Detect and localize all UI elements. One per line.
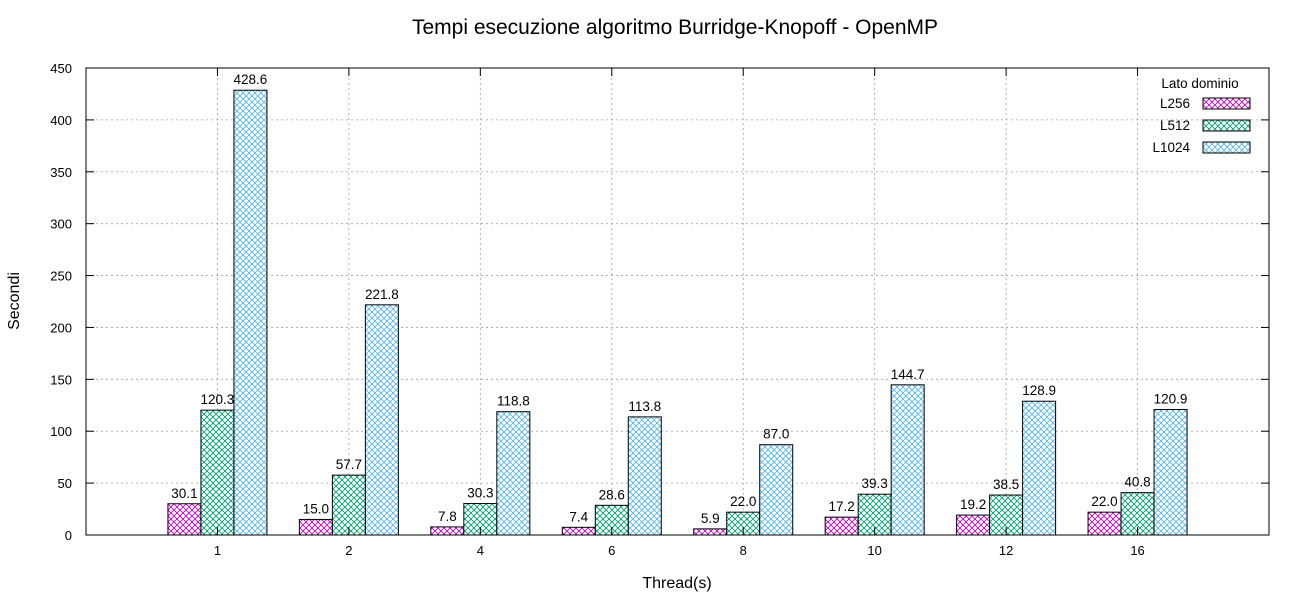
data-labels: 30.1 15.0 7.8 7.4 5.9 17.2 19.2 22.0 120.3 57.7 30… bbox=[171, 72, 1187, 526]
data-label: 38.5 bbox=[993, 477, 1019, 492]
plot-frame bbox=[85, 67, 1270, 536]
data-label: 39.3 bbox=[862, 476, 888, 491]
x-tick-label: 2 bbox=[345, 543, 352, 558]
data-label: 144.7 bbox=[891, 367, 925, 382]
data-label: 15.0 bbox=[303, 501, 329, 516]
data-label: 57.7 bbox=[336, 457, 362, 472]
bar-L256-4 bbox=[430, 526, 465, 536]
bar-L1024-2 bbox=[364, 304, 399, 536]
bar-L1024-6 bbox=[627, 416, 662, 536]
bar-L1024-4 bbox=[496, 411, 531, 536]
bar-L512-1 bbox=[200, 409, 235, 536]
data-label: 7.4 bbox=[569, 509, 588, 524]
y-tick-label: 100 bbox=[50, 424, 72, 439]
y-tick-label: 0 bbox=[65, 528, 72, 543]
legend-swatch-L512 bbox=[1202, 119, 1251, 132]
y-tick-label: 150 bbox=[50, 372, 72, 387]
x-tick-label: 16 bbox=[1130, 543, 1144, 558]
bar-L512-2 bbox=[331, 474, 366, 536]
data-label: 120.9 bbox=[1154, 392, 1188, 407]
data-label: 5.9 bbox=[701, 511, 720, 526]
y-tick-label: 350 bbox=[50, 165, 72, 180]
bar-L1024-12 bbox=[1022, 400, 1057, 536]
legend-swatch-L256 bbox=[1202, 97, 1251, 110]
data-label: 30.1 bbox=[171, 486, 197, 501]
bar-L1024-10 bbox=[890, 384, 925, 536]
x-tick-label: 6 bbox=[608, 543, 615, 558]
y-tick-label: 250 bbox=[50, 269, 72, 284]
data-label: 428.6 bbox=[234, 72, 268, 87]
y-tick-label: 400 bbox=[50, 113, 72, 128]
data-label: 17.2 bbox=[829, 499, 855, 514]
y-axis-label: Secondi bbox=[6, 272, 23, 330]
bar-L256-16 bbox=[1087, 511, 1122, 536]
data-label: 221.8 bbox=[365, 287, 399, 302]
bar-L1024-1 bbox=[233, 89, 268, 536]
legend-label-L1024: L1024 bbox=[1152, 140, 1190, 155]
bars bbox=[167, 89, 1188, 536]
x-tick-label: 1 bbox=[214, 543, 221, 558]
data-label: 19.2 bbox=[960, 497, 986, 512]
legend: Lato dominio L256 L512 L1024 bbox=[1152, 76, 1251, 155]
legend-label-L256: L256 bbox=[1160, 96, 1190, 111]
x-tick-label: 8 bbox=[740, 543, 747, 558]
bar-L256-2 bbox=[298, 518, 333, 536]
data-label: 7.8 bbox=[438, 509, 457, 524]
y-tick-label: 300 bbox=[50, 217, 72, 232]
y-tick-label: 50 bbox=[58, 476, 72, 491]
legend-title: Lato dominio bbox=[1161, 76, 1238, 91]
x-axis-label: Thread(s) bbox=[642, 575, 711, 592]
x-tick-label: 10 bbox=[867, 543, 881, 558]
bar-L256-6 bbox=[561, 526, 596, 536]
legend-label-L512: L512 bbox=[1160, 118, 1190, 133]
bar-L256-1 bbox=[167, 503, 202, 536]
bar-L256-12 bbox=[956, 514, 991, 536]
x-tick-label: 4 bbox=[477, 543, 484, 558]
bar-L256-8 bbox=[693, 528, 728, 536]
bar-L1024-8 bbox=[759, 444, 794, 536]
data-label: 22.0 bbox=[730, 494, 756, 509]
data-label: 113.8 bbox=[628, 399, 661, 414]
data-label: 28.6 bbox=[599, 487, 625, 502]
y-tick-label: 450 bbox=[50, 61, 72, 76]
data-label: 128.9 bbox=[1022, 383, 1056, 398]
data-label: 120.3 bbox=[201, 392, 235, 407]
bar-L1024-16 bbox=[1153, 409, 1188, 536]
data-label: 30.3 bbox=[467, 486, 493, 501]
legend-swatch-L1024 bbox=[1202, 141, 1251, 154]
data-label: 22.0 bbox=[1091, 494, 1117, 509]
y-tick-label: 200 bbox=[50, 320, 72, 335]
data-label: 40.8 bbox=[1124, 475, 1150, 490]
grid bbox=[86, 68, 1269, 535]
bar-L256-10 bbox=[824, 516, 859, 536]
x-tick-label: 12 bbox=[999, 543, 1013, 558]
chart-title: Tempi esecuzione algoritmo Burridge-Knop… bbox=[412, 16, 938, 39]
data-label: 87.0 bbox=[763, 427, 789, 442]
data-label: 118.8 bbox=[497, 394, 530, 409]
